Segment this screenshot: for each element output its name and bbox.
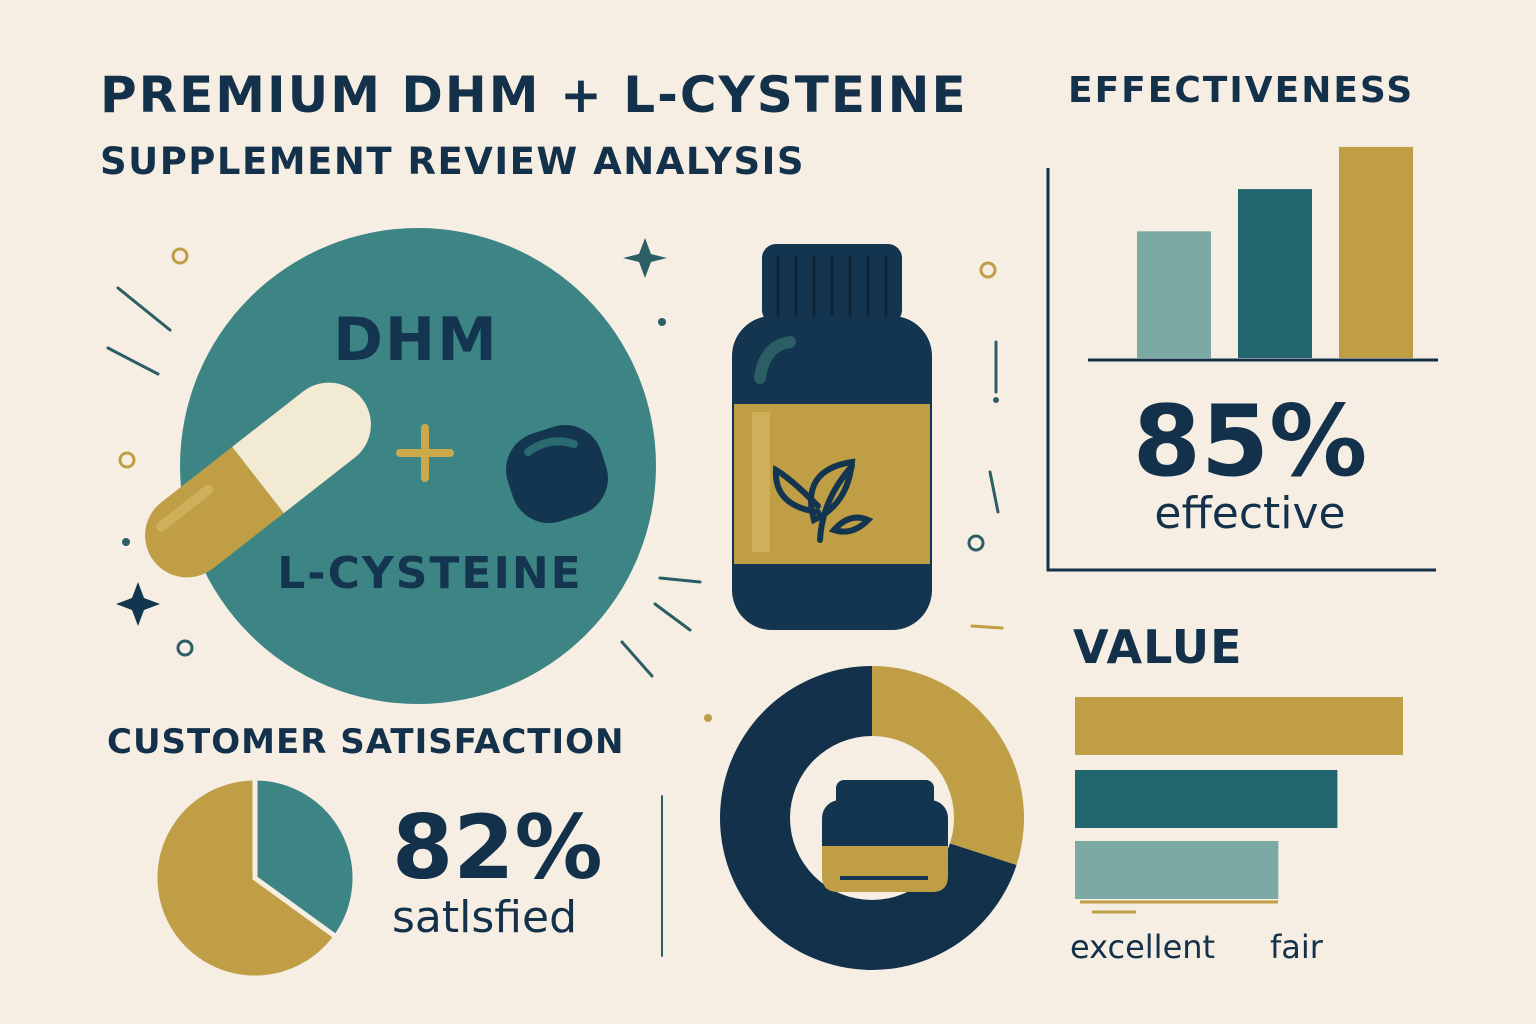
value-bar (1075, 697, 1403, 755)
supplement-bottle-icon (732, 244, 932, 630)
value-bar (1075, 841, 1279, 899)
hero-label-bottom: L-CYSTEINE (277, 548, 583, 599)
sparkle-icon (116, 582, 160, 626)
dot (704, 714, 712, 722)
dot (993, 397, 999, 403)
effectiveness-percent: 85% (1132, 385, 1368, 499)
dot-ring (967, 534, 985, 552)
value-bar (1075, 770, 1338, 828)
ray-line (116, 286, 172, 332)
supplement-bottle-icon (822, 780, 948, 892)
value-chart (1075, 697, 1403, 914)
value-label-excellent: excellent (1070, 928, 1216, 966)
sparkle-icon (623, 238, 667, 278)
dot-ring (979, 261, 997, 279)
leaf-icon (772, 458, 874, 543)
ray-line (970, 624, 1004, 630)
page-subtitle: SUPPLEMENT REVIEW ANALYSIS (100, 140, 805, 183)
satisfaction-title: CUSTOMER SATISFACTION (107, 722, 625, 762)
tablet-icon (506, 424, 608, 524)
ray-line (653, 602, 692, 632)
satisfaction-percent: 82% (392, 796, 603, 899)
effectiveness-bar (1238, 189, 1312, 358)
dot-ring (118, 451, 136, 469)
ray-line (620, 640, 654, 678)
satisfaction-caption: satlsfied (392, 892, 578, 943)
ray-line (988, 470, 1000, 514)
satisfaction-slice (252, 775, 358, 941)
dot (122, 538, 130, 546)
effectiveness-caption: effective (1154, 488, 1346, 539)
page-title: PREMIUM DHM + L-CYSTEINE (100, 66, 968, 124)
hero-label-top: DHM (333, 305, 499, 375)
ray-line (106, 346, 160, 376)
value-label-fair: fair (1270, 928, 1323, 966)
decor (106, 247, 1004, 957)
ray-line (658, 576, 702, 584)
decor-dots (122, 318, 999, 722)
dot-ring (176, 639, 194, 657)
capsule-icon (145, 382, 371, 578)
effectiveness-title: EFFECTIVENESS (1068, 70, 1415, 111)
satisfaction-slice (152, 775, 340, 981)
plus-icon (396, 424, 454, 482)
effectiveness-bar (1339, 146, 1413, 358)
effectiveness-chart (1046, 146, 1438, 572)
dot-ring (171, 247, 189, 265)
dot (658, 318, 666, 326)
hero-circle (180, 228, 656, 704)
value-title: VALUE (1073, 620, 1243, 674)
eff-frame (1046, 168, 1436, 572)
satisfaction-pie (152, 775, 358, 981)
effectiveness-bar (1137, 231, 1211, 358)
